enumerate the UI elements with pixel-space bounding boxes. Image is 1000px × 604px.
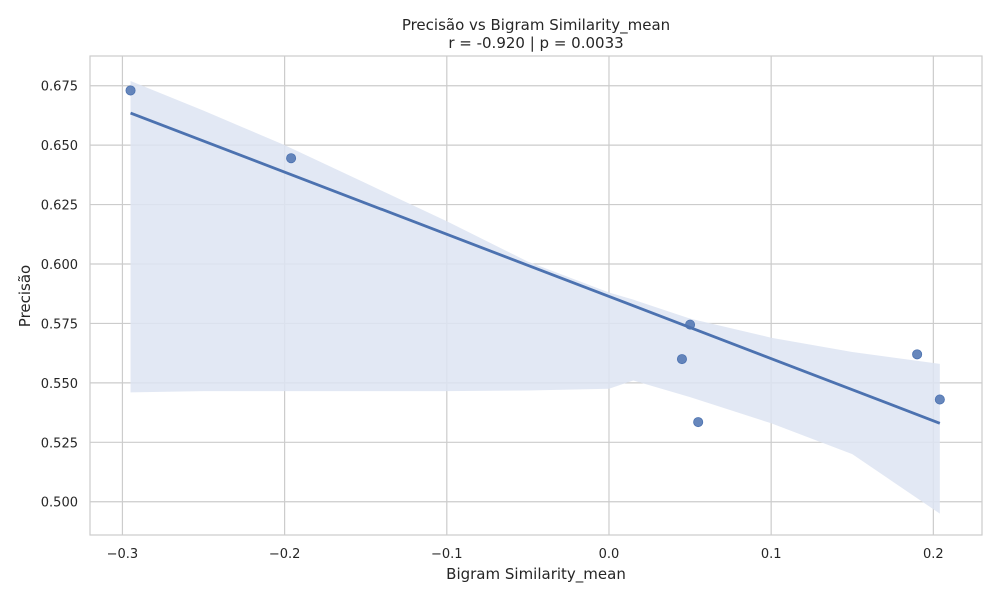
x-tick-labels: −0.3 −0.2 −0.1 0.0 0.1 0.2 [107, 547, 944, 562]
data-points [125, 85, 945, 428]
regression-line [130, 111, 941, 425]
x-tick-label: 0.0 [599, 547, 620, 562]
y-tick-label: 0.575 [41, 317, 78, 332]
chart-title: Precisão vs Bigram Similarity_mean [402, 16, 670, 35]
y-tick-label: 0.525 [41, 436, 78, 451]
data-point [676, 354, 687, 365]
chart-subtitle: r = -0.920 | p = 0.0033 [448, 34, 623, 52]
x-tick-label: −0.1 [431, 547, 463, 562]
y-tick-label: 0.650 [41, 139, 78, 154]
data-point [693, 417, 704, 428]
x-tick-label: −0.2 [269, 547, 301, 562]
x-axis-label: Bigram Similarity_mean [446, 565, 626, 584]
plot-area [89, 55, 983, 536]
x-tick-label: 0.1 [761, 547, 782, 562]
data-point [934, 394, 945, 405]
x-tick-label: −0.3 [107, 547, 139, 562]
y-tick-label: 0.600 [41, 258, 78, 273]
data-point [685, 319, 696, 330]
axes-frame [89, 55, 983, 536]
data-point [912, 349, 923, 360]
y-tick-label: 0.625 [41, 199, 78, 214]
y-tick-label: 0.500 [41, 496, 78, 511]
x-grid [121, 56, 934, 535]
y-tick-label: 0.675 [41, 80, 78, 95]
data-point [286, 153, 297, 164]
confidence-band [130, 80, 940, 514]
y-axis-label: Precisão [16, 265, 34, 327]
x-tick-label: 0.2 [923, 547, 944, 562]
data-point [125, 85, 136, 96]
y-tick-label: 0.550 [41, 377, 78, 392]
y-tick-labels: 0.500 0.525 0.550 0.575 0.600 0.625 0.650 0.675 [41, 80, 78, 511]
